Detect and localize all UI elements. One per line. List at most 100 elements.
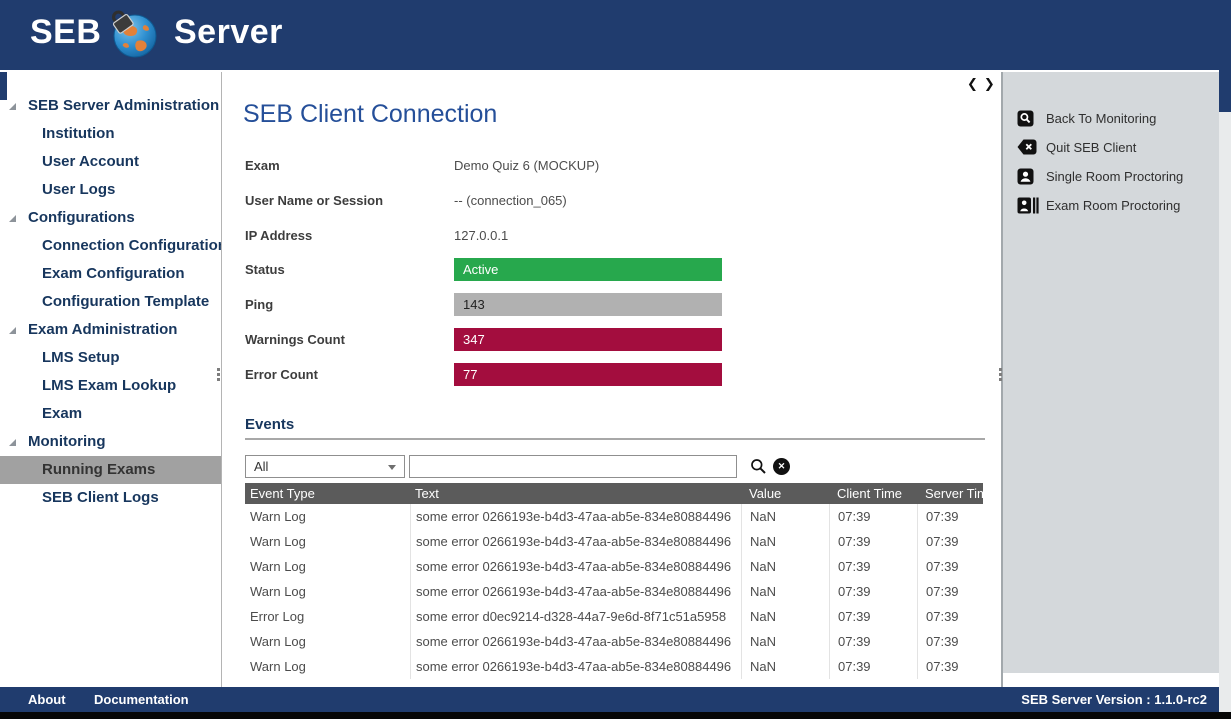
version-text: SEB Server Version : 1.1.0-rc2 — [1021, 692, 1207, 707]
sidebar-item-user-account[interactable]: User Account — [42, 153, 139, 170]
brand-seb: SEB — [30, 13, 102, 51]
history-forward-button[interactable]: ❯ — [983, 76, 995, 91]
field-label: Exam — [245, 158, 280, 173]
quit-client-icon — [1017, 139, 1037, 160]
table-row[interactable]: Error Log some error d0ec9214-d328-44a7-… — [245, 604, 983, 629]
documentation-link[interactable]: Documentation — [94, 692, 189, 707]
sidebar-item-institution[interactable]: Institution — [42, 125, 115, 142]
sidebar-nav: SEB Server Administration Institution Us… — [0, 72, 221, 687]
field-label: Ping — [245, 297, 274, 312]
person-icon — [1017, 168, 1034, 190]
chevron-down-icon — [388, 465, 396, 470]
action-label: Back To Monitoring — [1046, 111, 1157, 126]
cell-value: NaN — [741, 629, 829, 654]
sidebar-item-connection-configuration[interactable]: Connection Configuration — [42, 237, 221, 254]
cell-server-time: 07:39 — [917, 529, 983, 554]
cell-client-time: 07:39 — [829, 629, 917, 654]
sidebar-section-label: Monitoring — [28, 433, 106, 450]
tree-collapse-icon — [9, 327, 16, 334]
column-header-value[interactable]: Value — [749, 486, 782, 501]
action-quit-seb-client[interactable]: Quit SEB Client — [1003, 133, 1219, 162]
sidebar-item-exam[interactable]: Exam — [42, 405, 83, 422]
sidebar-item-lms-exam-lookup[interactable]: LMS Exam Lookup — [42, 377, 177, 394]
field-row-user-session: User Name or Session -- (connection_065) — [245, 193, 985, 209]
field-row-ip-address: IP Address 127.0.0.1 — [245, 228, 985, 244]
cell-value: NaN — [741, 504, 829, 529]
event-type-filter-value: All — [254, 459, 269, 474]
cell-value: NaN — [741, 529, 829, 554]
cell-client-time: 07:39 — [829, 504, 917, 529]
sidebar-item-exam-configuration[interactable]: Exam Configuration — [42, 265, 185, 282]
field-row-exam: Exam Demo Quiz 6 (MOCKUP) — [245, 158, 985, 174]
events-table: Event Type Text Value Client Time Server… — [245, 483, 983, 679]
cell-event-type: Warn Log — [250, 634, 306, 649]
column-header-event-type[interactable]: Event Type — [250, 486, 315, 501]
cell-text: some error 0266193e-b4d3-47aa-ab5e-834e8… — [410, 654, 741, 679]
tree-collapse-icon — [9, 103, 16, 110]
panel-splitter-handle[interactable] — [997, 366, 1004, 388]
cell-event-type: Warn Log — [250, 559, 306, 574]
sidebar-item-seb-client-logs[interactable]: SEB Client Logs — [42, 489, 159, 506]
table-row[interactable]: Warn Log some error 0266193e-b4d3-47aa-a… — [245, 629, 983, 654]
right-edge-accent — [1219, 70, 1231, 112]
footer: About Documentation SEB Server Version :… — [0, 687, 1219, 712]
event-type-filter-select[interactable]: All — [245, 455, 405, 478]
field-row-status: Status Active — [245, 258, 985, 281]
events-search-input[interactable] — [409, 455, 737, 478]
action-exam-room-proctoring[interactable]: Exam Room Proctoring — [1003, 191, 1219, 220]
warnings-badge: 347 — [454, 328, 722, 351]
cell-text: some error 0266193e-b4d3-47aa-ab5e-834e8… — [410, 629, 741, 654]
table-header-row: Event Type Text Value Client Time Server… — [245, 483, 983, 504]
right-edge-background — [1219, 112, 1231, 687]
table-row[interactable]: Warn Log some error 0266193e-b4d3-47aa-a… — [245, 654, 983, 679]
about-link[interactable]: About — [28, 692, 66, 707]
field-row-error-count: Error Count 77 — [245, 363, 985, 386]
action-back-to-monitoring[interactable]: Back To Monitoring — [1003, 104, 1219, 133]
field-label: User Name or Session — [245, 193, 384, 208]
search-button[interactable] — [750, 458, 767, 475]
cell-server-time: 07:39 — [917, 654, 983, 679]
table-row[interactable]: Warn Log some error 0266193e-b4d3-47aa-a… — [245, 529, 983, 554]
search-icon — [750, 459, 767, 478]
cell-text: some error 0266193e-b4d3-47aa-ab5e-834e8… — [410, 554, 741, 579]
sidebar-item-user-logs[interactable]: User Logs — [42, 181, 116, 198]
sidebar-item-lms-setup[interactable]: LMS Setup — [42, 349, 120, 366]
action-single-room-proctoring[interactable]: Single Room Proctoring — [1003, 162, 1219, 191]
action-label: Exam Room Proctoring — [1046, 198, 1181, 213]
clear-filter-button[interactable]: ✕ — [773, 458, 790, 475]
events-divider — [245, 438, 985, 440]
sidebar-item-running-exams[interactable]: Running Exams — [0, 456, 221, 484]
monitor-search-icon — [1017, 110, 1034, 132]
sidebar-section-exam-administration[interactable]: Exam Administration — [0, 316, 221, 344]
sidebar-splitter-handle[interactable] — [215, 366, 222, 388]
sidebar-section-label: Exam Administration — [28, 321, 178, 338]
action-label: Quit SEB Client — [1046, 140, 1137, 155]
history-back-button[interactable]: ❮ — [967, 76, 978, 91]
column-header-server-time[interactable]: Server Time — [925, 486, 983, 501]
cell-event-type: Error Log — [250, 609, 305, 624]
cell-client-time: 07:39 — [829, 654, 917, 679]
cell-event-type: Warn Log — [250, 584, 306, 599]
table-row[interactable]: Warn Log some error 0266193e-b4d3-47aa-a… — [245, 554, 983, 579]
sidebar-item-configuration-template[interactable]: Configuration Template — [42, 293, 210, 310]
panel-divider — [1001, 72, 1003, 687]
cell-server-time: 07:39 — [917, 554, 983, 579]
sidebar-section-seb-server-administration[interactable]: SEB Server Administration — [0, 92, 221, 120]
cell-client-time: 07:39 — [829, 554, 917, 579]
clear-icon: ✕ — [777, 461, 786, 471]
main-content: ❮ ❯ SEB Client Connection Exam Demo Quiz … — [222, 72, 1001, 684]
cell-client-time: 07:39 — [829, 604, 917, 629]
cell-value: NaN — [741, 654, 829, 679]
table-row[interactable]: Warn Log some error 0266193e-b4d3-47aa-a… — [245, 579, 983, 604]
sidebar-section-configurations[interactable]: Configurations — [0, 204, 221, 232]
cell-value: NaN — [741, 554, 829, 579]
footer-right-gap — [1219, 687, 1231, 712]
column-header-text[interactable]: Text — [415, 486, 439, 501]
field-value: -- (connection_065) — [454, 193, 567, 208]
column-header-client-time[interactable]: Client Time — [837, 486, 903, 501]
table-row[interactable]: Warn Log some error 0266193e-b4d3-47aa-a… — [245, 504, 983, 529]
tree-collapse-icon — [9, 439, 16, 446]
cell-value: NaN — [741, 604, 829, 629]
sidebar-section-monitoring[interactable]: Monitoring — [0, 428, 221, 456]
field-row-ping: Ping 143 — [245, 293, 985, 316]
